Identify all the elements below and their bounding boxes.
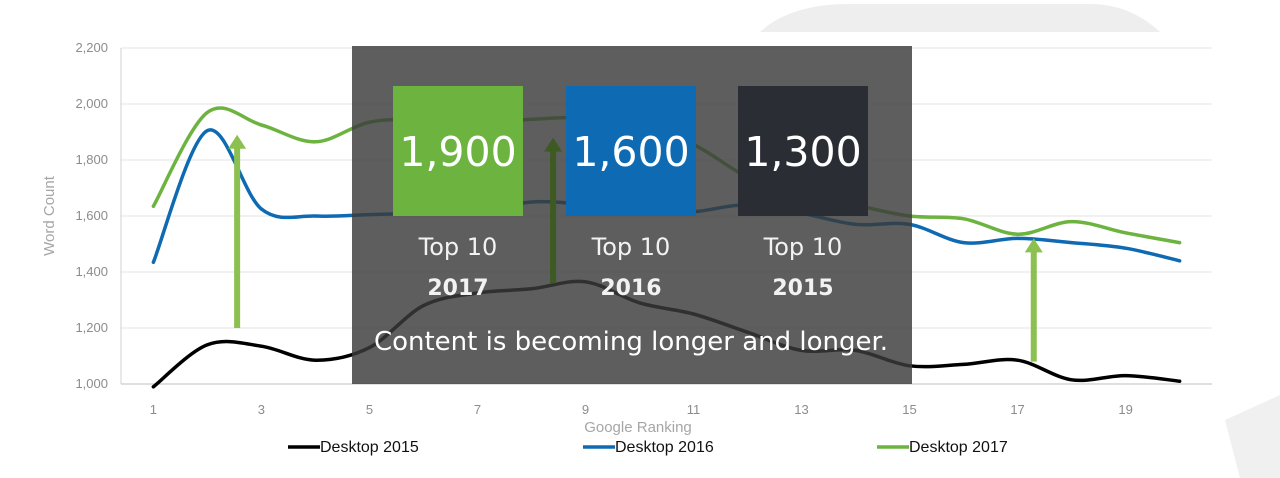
arrow-head bbox=[1024, 238, 1043, 253]
x-tick-label: 17 bbox=[1010, 402, 1024, 417]
x-tick-label: 3 bbox=[258, 402, 265, 417]
legend-label: Desktop 2017 bbox=[909, 439, 1008, 456]
data-point bbox=[151, 385, 156, 389]
data-point bbox=[1015, 236, 1020, 240]
box-background bbox=[393, 86, 523, 216]
y-tick-label: 1,600 bbox=[75, 208, 108, 223]
data-point bbox=[151, 204, 156, 208]
y-tick-label: 2,200 bbox=[75, 40, 108, 55]
x-axis-title: Google Ranking bbox=[584, 419, 692, 436]
data-point bbox=[259, 207, 264, 211]
arrow-head bbox=[228, 134, 247, 149]
arrow-shaft bbox=[550, 149, 557, 284]
legend-label: Desktop 2016 bbox=[615, 439, 714, 456]
y-tick-label: 1,800 bbox=[75, 152, 108, 167]
overlay-caption: Content is becoming longer and longer. bbox=[374, 327, 888, 357]
box-background bbox=[738, 86, 868, 216]
data-point bbox=[205, 129, 210, 133]
data-point bbox=[961, 241, 966, 245]
x-tick-label: 13 bbox=[794, 402, 808, 417]
y-tick-label: 1,200 bbox=[75, 320, 108, 335]
trend-arrows bbox=[228, 134, 1043, 362]
arrow-shaft bbox=[234, 146, 241, 328]
box-background bbox=[566, 86, 696, 216]
data-point bbox=[1069, 378, 1074, 382]
data-point bbox=[1177, 379, 1182, 383]
data-point bbox=[205, 110, 210, 114]
x-tick-labels: 1 3 5 7 9 11 13 15 17 19 bbox=[150, 402, 1133, 417]
data-point bbox=[151, 260, 156, 264]
data-point bbox=[1177, 241, 1182, 245]
y-axis-title: Word Count bbox=[41, 175, 58, 256]
legend: Desktop 2015 Desktop 2016 Desktop 2017 bbox=[288, 439, 1008, 456]
legend-item: Desktop 2017 bbox=[877, 439, 1008, 456]
x-tick-label: 11 bbox=[687, 402, 701, 417]
box-value: 1,900 bbox=[399, 128, 516, 176]
background-decoration bbox=[760, 4, 1280, 478]
data-point bbox=[313, 140, 318, 144]
data-point bbox=[259, 123, 264, 127]
data-point bbox=[1123, 231, 1128, 235]
data-point bbox=[1015, 358, 1020, 362]
x-tick-label: 19 bbox=[1118, 402, 1132, 417]
x-tick-label: 1 bbox=[150, 402, 157, 417]
x-tick-label: 9 bbox=[582, 402, 589, 417]
y-tick-label: 2,000 bbox=[75, 96, 108, 111]
data-point bbox=[1069, 220, 1074, 224]
box-label: Top 10 bbox=[763, 233, 843, 261]
data-point bbox=[313, 214, 318, 218]
data-point bbox=[313, 358, 318, 362]
data-point bbox=[961, 362, 966, 366]
top10-box: 1,600 Top 10 2016 bbox=[566, 86, 696, 301]
box-year: 2015 bbox=[772, 276, 833, 301]
top10-boxes: 1,900 Top 10 2017 1,600 Top 10 2016 1,300 Top 1… bbox=[393, 86, 868, 301]
data-point bbox=[1123, 246, 1128, 250]
box-year: 2016 bbox=[600, 276, 661, 301]
data-point bbox=[961, 217, 966, 221]
data-point bbox=[1015, 232, 1020, 236]
data-point bbox=[1123, 374, 1128, 378]
x-tick-label: 5 bbox=[366, 402, 373, 417]
data-point bbox=[1069, 241, 1074, 245]
y-tick-labels: 1,000 1,200 1,400 1,600 1,800 2,000 2,200 bbox=[75, 40, 108, 391]
box-year: 2017 bbox=[427, 276, 488, 301]
top10-box: 1,900 Top 10 2017 bbox=[393, 86, 523, 301]
arrow-head bbox=[544, 137, 563, 152]
x-tick-label: 7 bbox=[474, 402, 481, 417]
data-point bbox=[259, 344, 264, 348]
box-label: Top 10 bbox=[591, 233, 671, 261]
legend-item: Desktop 2016 bbox=[583, 439, 714, 456]
y-tick-label: 1,400 bbox=[75, 264, 108, 279]
box-label: Top 10 bbox=[418, 233, 498, 261]
box-value: 1,600 bbox=[572, 128, 689, 176]
data-point bbox=[1177, 259, 1182, 263]
y-tick-label: 1,000 bbox=[75, 376, 108, 391]
top10-box: 1,300 Top 10 2015 bbox=[738, 86, 868, 301]
legend-item: Desktop 2015 bbox=[288, 439, 419, 456]
box-value: 1,300 bbox=[744, 128, 861, 176]
legend-label: Desktop 2015 bbox=[320, 439, 419, 456]
data-point bbox=[205, 343, 210, 347]
x-tick-label: 15 bbox=[902, 402, 916, 417]
arrow-shaft bbox=[1030, 250, 1037, 362]
